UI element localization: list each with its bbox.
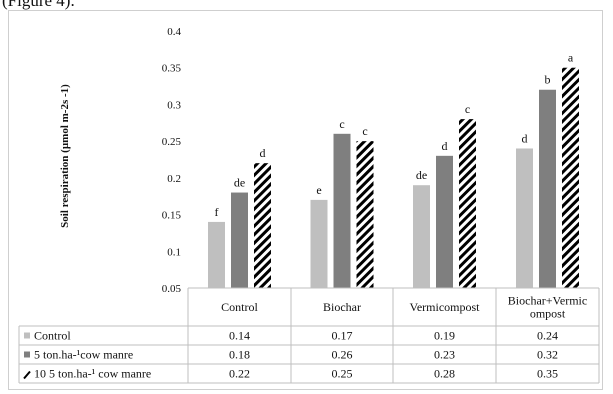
y-tick-label: 0.05 bbox=[162, 283, 182, 295]
chart-frame: 0.05 0.1 0.15 0.2 0.25 0.3 0.35 0.4 f de d e c c de d c… bbox=[8, 10, 603, 390]
significance-letter: a bbox=[568, 51, 574, 65]
bar bbox=[539, 89, 556, 288]
bar bbox=[310, 199, 328, 288]
legend-label: Control bbox=[34, 329, 71, 343]
table-cell-value: 0.19 bbox=[434, 329, 455, 343]
significance-letter: d bbox=[260, 146, 266, 160]
bar bbox=[231, 192, 248, 288]
significance-letter: b bbox=[545, 73, 551, 87]
bar bbox=[208, 221, 225, 288]
table-cell-value: 0.32 bbox=[537, 348, 558, 362]
legend-label: 5 ton.ha-¹cow manre bbox=[34, 348, 133, 362]
table-cell-value: 0.26 bbox=[332, 348, 353, 362]
table-cell-value: 0.23 bbox=[434, 348, 455, 362]
category-label: Biochar+Vermic bbox=[508, 294, 587, 308]
category-label: Vermicompost bbox=[410, 300, 481, 314]
table-cell-value: 0.14 bbox=[229, 329, 250, 343]
y-tick-label: 0.2 bbox=[167, 173, 181, 185]
significance-letter: c bbox=[465, 102, 470, 116]
legend-key bbox=[24, 351, 30, 358]
significance-letter: de bbox=[234, 176, 245, 190]
bar bbox=[562, 67, 579, 288]
table-cell-value: 0.24 bbox=[537, 329, 558, 343]
y-tick-label: 0.25 bbox=[162, 136, 182, 148]
y-tick-label: 0.1 bbox=[167, 246, 181, 258]
category-label: Control bbox=[221, 300, 258, 314]
bar bbox=[333, 133, 351, 288]
bar bbox=[254, 163, 271, 288]
y-axis-label: Soil respiration (µmol m-2s -1) bbox=[59, 84, 71, 228]
category-label: Biochar bbox=[323, 300, 361, 314]
table-cell-value: 0.25 bbox=[332, 367, 353, 381]
legend-label: 10 5 ton.ha-¹ cow manre bbox=[34, 367, 151, 381]
y-tick-label: 0.15 bbox=[162, 210, 182, 222]
bar bbox=[459, 119, 476, 288]
y-tick-label: 0.3 bbox=[167, 99, 181, 111]
significance-letter: e bbox=[316, 183, 321, 197]
figure-caption: (Figure 4). bbox=[2, 0, 75, 10]
table-cell-value: 0.17 bbox=[332, 329, 353, 343]
table-cell-value: 0.18 bbox=[229, 348, 250, 362]
legend-key bbox=[23, 370, 31, 380]
y-tick-label: 0.4 bbox=[167, 26, 181, 38]
table-cell-value: 0.35 bbox=[537, 367, 558, 381]
table-cell-value: 0.28 bbox=[434, 367, 455, 381]
category-label: ompost bbox=[530, 307, 566, 321]
significance-letter: c bbox=[362, 124, 367, 138]
bar bbox=[356, 141, 374, 288]
significance-letter: de bbox=[416, 168, 427, 182]
bar bbox=[413, 185, 430, 288]
significance-letter: c bbox=[339, 117, 344, 131]
significance-letter: f bbox=[215, 205, 219, 219]
significance-letter: d bbox=[442, 139, 448, 153]
legend-key bbox=[24, 332, 30, 339]
bar bbox=[436, 155, 453, 288]
table-cell-value: 0.22 bbox=[229, 367, 250, 381]
chart: 0.050.10.150.20.250.30.350.4 fdedeccdedc… bbox=[18, 26, 600, 384]
significance-letter: d bbox=[522, 131, 528, 145]
y-tick-label: 0.35 bbox=[162, 63, 182, 75]
bar bbox=[516, 148, 533, 288]
